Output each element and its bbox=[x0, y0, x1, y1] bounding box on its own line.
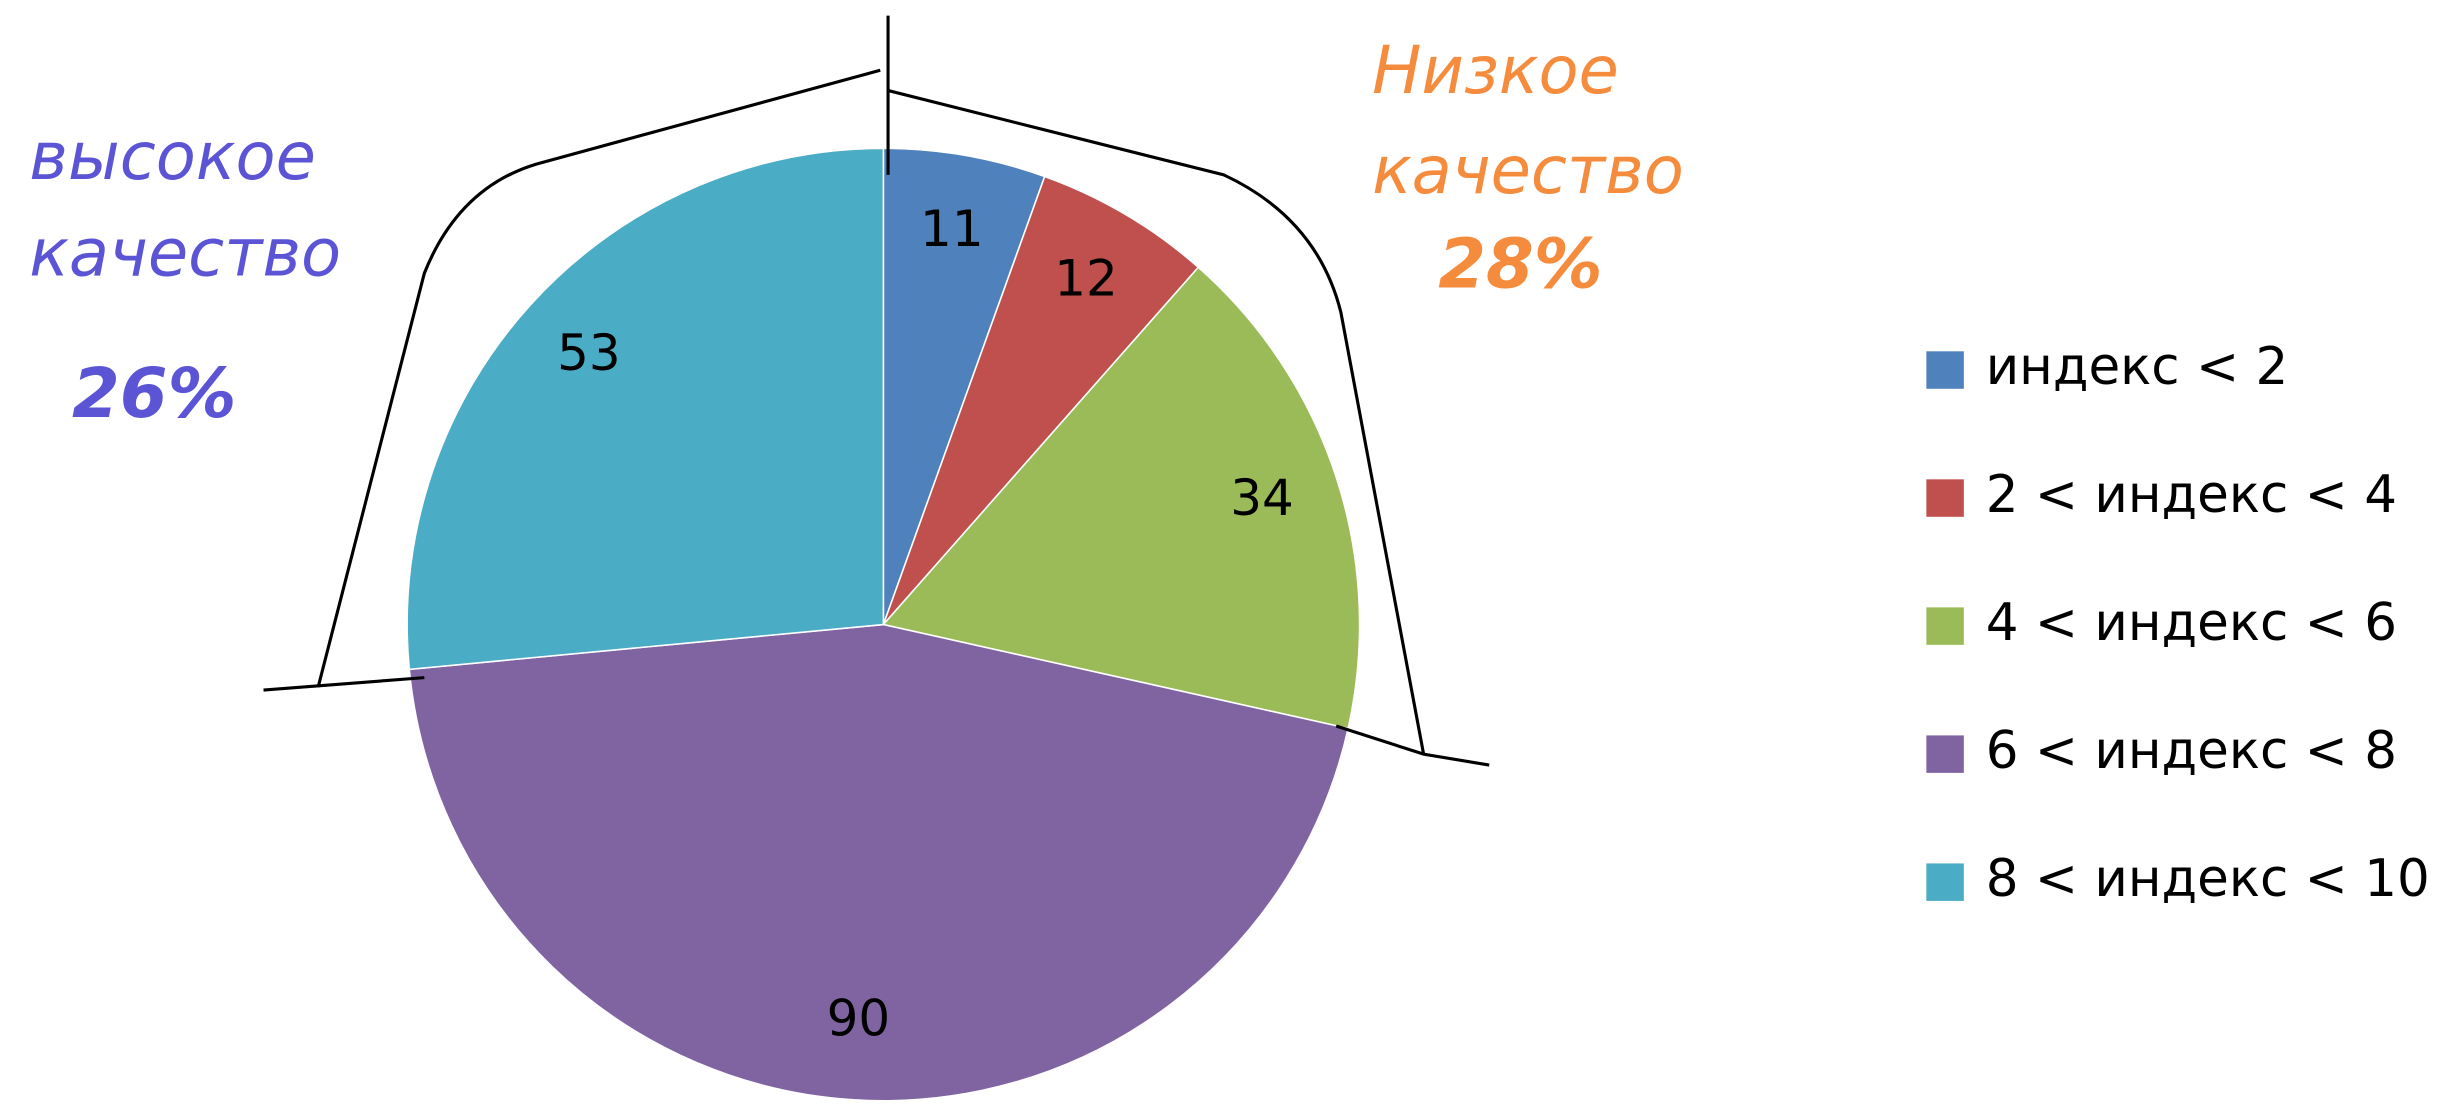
legend-label: 4 < индекс < 6 bbox=[1986, 593, 2397, 653]
legend: индекс < 2 2 < индекс < 4 4 < индекс < 6 6 … bbox=[1926, 337, 2430, 909]
annotation-label: 26% bbox=[72, 354, 236, 434]
legend-label: 6 < индекс < 8 bbox=[1986, 721, 2397, 781]
pie: 11 12 34 90 53 bbox=[406, 147, 1361, 1102]
annotation: качество bbox=[1372, 133, 1684, 209]
legend-swatch bbox=[1926, 863, 1964, 901]
pie-slice bbox=[408, 623, 1350, 1102]
annotation: высокое bbox=[29, 119, 316, 195]
pie-slice bbox=[882, 175, 1200, 626]
legend-swatch bbox=[1926, 479, 1964, 517]
annotation: Низкое bbox=[1372, 33, 1619, 109]
annotation: качество bbox=[29, 216, 341, 292]
legend-label: 2 < индекс < 4 bbox=[1986, 465, 2397, 525]
legend-label: индекс < 2 bbox=[1986, 337, 2289, 397]
data-label: 34 bbox=[1230, 469, 1294, 527]
data-label: 11 bbox=[920, 200, 984, 258]
pie-slice bbox=[881, 266, 1361, 730]
bracket bbox=[263, 676, 425, 692]
legend-swatch bbox=[1926, 735, 1964, 773]
bracket bbox=[1335, 724, 1425, 756]
pie-slice bbox=[406, 147, 885, 671]
legend-swatch bbox=[1926, 351, 1964, 389]
bracket bbox=[316, 68, 881, 688]
annotation-label: 28% bbox=[1438, 225, 1602, 305]
legend-label: 8 < индекс < 10 bbox=[1986, 849, 2430, 909]
data-label: 90 bbox=[827, 989, 891, 1047]
data-label: 53 bbox=[557, 324, 621, 382]
bracket bbox=[887, 89, 1490, 767]
legend-swatch bbox=[1926, 607, 1964, 645]
data-label: 12 bbox=[1054, 249, 1118, 307]
